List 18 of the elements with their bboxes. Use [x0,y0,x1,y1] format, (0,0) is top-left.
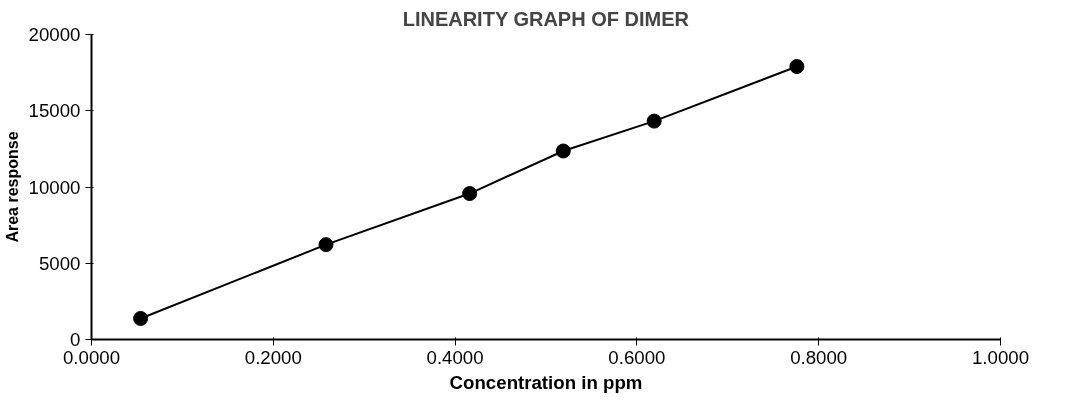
point [133,310,149,326]
chart-title: LINEARITY GRAPH OF DIMER [402,7,690,30]
y-tick-label: 20000 [28,24,81,45]
x-tick-label: 0.4000 [426,346,484,368]
x-tick-label: 0.8000 [790,346,848,368]
x-axis-title: Concentration in ppm [449,371,643,393]
y-tick-label: 10000 [28,176,81,198]
x-tick-label: 0.6000 [608,346,666,368]
y-axis-title: Area response [3,131,21,243]
point [318,237,334,253]
x-tick-label: 1.0000 [971,346,1030,368]
y-tick-label: 5000 [39,252,81,274]
point [789,59,805,75]
y-tick-label: 15000 [28,100,81,122]
point [555,143,571,159]
point [462,186,478,202]
point [646,113,662,129]
x-tick-label: 0.2000 [244,346,302,368]
